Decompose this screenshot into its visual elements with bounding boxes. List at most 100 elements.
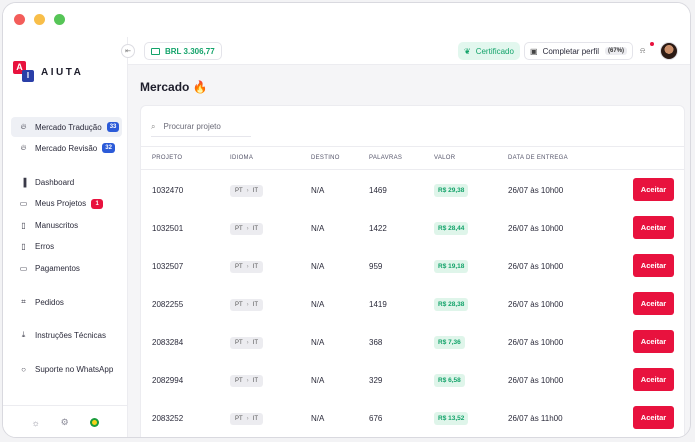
project-id: 1032470 xyxy=(152,186,184,195)
source-language: PT xyxy=(235,188,243,194)
minimize-window-button[interactable] xyxy=(34,14,45,25)
source-language: PT xyxy=(235,416,243,422)
whatsapp-icon: ○ xyxy=(21,364,26,374)
sidebar-item-suporte-whatsapp[interactable]: ○ Suporte no WhatsApp xyxy=(11,359,122,379)
instructions-nav: ⤓ Instruções Técnicas xyxy=(11,325,122,345)
wallet-icon: ▭ xyxy=(19,263,28,273)
accept-button[interactable]: Aceitar xyxy=(633,368,674,391)
maximize-window-button[interactable] xyxy=(54,14,65,25)
table-row: 2082255 PT › IT N/A 1419 R$ 28,38 26/07 … xyxy=(141,286,684,324)
settings-icon[interactable]: ⚙ xyxy=(60,417,69,427)
user-avatar[interactable] xyxy=(660,42,678,60)
sidebar-item-pedidos[interactable]: ⌗ Pedidos xyxy=(11,292,122,312)
due-date: 26/07 às 10h00 xyxy=(508,186,564,195)
page-title-text: Mercado xyxy=(140,80,190,94)
complete-profile-button[interactable]: ▣ Completar perfil (67%) xyxy=(524,42,634,60)
accept-button[interactable]: Aceitar xyxy=(633,254,674,277)
language-pair-chip: PT › IT xyxy=(230,375,264,387)
chevron-right-icon: › xyxy=(246,264,249,270)
table-row: 1032501 PT › IT N/A 1422 R$ 28,44 26/07 … xyxy=(141,210,684,248)
wallet-icon xyxy=(151,47,160,55)
certificate-label: Certificado xyxy=(475,46,514,56)
accept-button[interactable]: Aceitar xyxy=(633,216,674,239)
value-badge: R$ 7,36 xyxy=(434,336,465,349)
column-header-projeto[interactable]: PROJETO xyxy=(152,155,183,161)
destination: N/A xyxy=(311,300,325,309)
word-count: 676 xyxy=(369,414,383,423)
balance-value: BRL 3.306,77 xyxy=(165,46,215,56)
sidebar-item-manuscritos[interactable]: ▯ Manuscritos xyxy=(11,215,122,235)
word-count: 1469 xyxy=(369,186,387,195)
destination: N/A xyxy=(311,414,325,423)
table-row: 2082994 PT › IT N/A 329 R$ 6,58 26/07 às… xyxy=(141,362,684,400)
top-bar: ⇤ BRL 3.306,77 ❦ Certificado ▣ Completar… xyxy=(121,37,690,65)
destination: N/A xyxy=(311,224,325,233)
due-date: 26/07 às 10h00 xyxy=(508,376,564,385)
sidebar-item-erros[interactable]: ▯ Erros xyxy=(11,237,122,257)
certificate-button[interactable]: ❦ Certificado xyxy=(458,42,520,60)
source-language: PT xyxy=(235,378,243,384)
language-flag-icon[interactable] xyxy=(89,418,99,427)
due-date: 26/07 às 10h00 xyxy=(508,300,564,309)
count-badge: 1 xyxy=(91,198,104,209)
value-badge: R$ 6,58 xyxy=(434,374,465,387)
accept-button[interactable]: Aceitar xyxy=(633,178,674,201)
table-row: 2083284 PT › IT N/A 368 R$ 7,36 26/07 às… xyxy=(141,324,684,362)
project-id: 1032507 xyxy=(152,262,184,271)
accept-button[interactable]: Aceitar xyxy=(633,406,674,429)
source-language: PT xyxy=(235,264,243,270)
certificate-icon: ❦ xyxy=(464,46,471,56)
notification-bell-icon[interactable]: ⍾ xyxy=(640,46,646,55)
sidebar-item-label: Mercado Revisão xyxy=(35,143,98,153)
accept-button[interactable]: Aceitar xyxy=(633,292,674,315)
project-id: 2082994 xyxy=(152,376,184,385)
sidebar-item-instrucoes-tecnicas[interactable]: ⤓ Instruções Técnicas xyxy=(11,325,122,345)
language-pair-chip: PT › IT xyxy=(230,223,264,235)
collapse-sidebar-button[interactable]: ⇤ xyxy=(121,44,135,58)
theme-toggle-icon[interactable]: ☼ xyxy=(31,417,40,428)
language-pair-chip: PT › IT xyxy=(230,299,264,311)
support-nav: ○ Suporte no WhatsApp xyxy=(11,359,122,379)
table-row: 1032470 PT › IT N/A 1469 R$ 29,38 26/07 … xyxy=(141,172,684,210)
folder-icon: ▭ xyxy=(19,199,28,208)
sidebar-item-meus-projetos[interactable]: ▭ Meus Projetos 1 xyxy=(11,194,122,214)
balance-chip[interactable]: BRL 3.306,77 xyxy=(144,42,222,60)
sidebar-item-dashboard[interactable]: ▐ Dashboard xyxy=(11,172,122,192)
column-header-destino[interactable]: DESTINO xyxy=(311,155,340,161)
chevron-right-icon: › xyxy=(246,378,249,384)
language-pair-chip: PT › IT xyxy=(230,413,264,425)
sidebar-item-label: Erros xyxy=(35,242,55,251)
due-date: 26/07 às 10h00 xyxy=(508,338,564,347)
column-header-palavras[interactable]: PALAVRAS xyxy=(369,155,403,161)
word-count: 329 xyxy=(369,376,383,385)
profile-progress-badge: (67%) xyxy=(605,47,628,55)
column-header-valor[interactable]: VALOR xyxy=(434,155,456,161)
destination: N/A xyxy=(311,186,325,195)
source-language: PT xyxy=(235,226,243,232)
sidebar-item-label: Pagamentos xyxy=(35,263,80,273)
chevron-right-icon: › xyxy=(246,188,249,194)
document-icon: ▯ xyxy=(21,220,26,230)
source-language: PT xyxy=(235,302,243,308)
sidebar-item-mercado-revisao[interactable]: 🔥︎ Mercado Revisão 32 xyxy=(11,138,122,158)
accept-button[interactable]: Aceitar xyxy=(633,330,674,353)
search-input[interactable]: ⌕ Procurar projeto xyxy=(151,117,251,137)
sidebar-item-label: Mercado Tradução xyxy=(35,122,102,132)
column-header-data-entrega[interactable]: DATA DE ENTREGA xyxy=(508,155,568,161)
sidebar-item-pagamentos[interactable]: ▭ Pagamentos xyxy=(11,258,122,278)
chevron-right-icon: › xyxy=(246,302,249,308)
sidebar-item-label: Manuscritos xyxy=(35,220,79,230)
word-count: 1419 xyxy=(369,300,387,309)
sidebar-item-mercado-traducao[interactable]: 🔥︎ Mercado Tradução 33 xyxy=(11,117,122,137)
column-header-idioma[interactable]: IDIOMA xyxy=(230,155,254,161)
cart-icon: ⌗ xyxy=(21,297,26,306)
close-window-button[interactable] xyxy=(14,14,25,25)
word-count: 959 xyxy=(369,262,383,271)
value-badge: R$ 19,18 xyxy=(434,260,469,273)
chevron-right-icon: › xyxy=(246,340,249,346)
destination: N/A xyxy=(311,376,325,385)
